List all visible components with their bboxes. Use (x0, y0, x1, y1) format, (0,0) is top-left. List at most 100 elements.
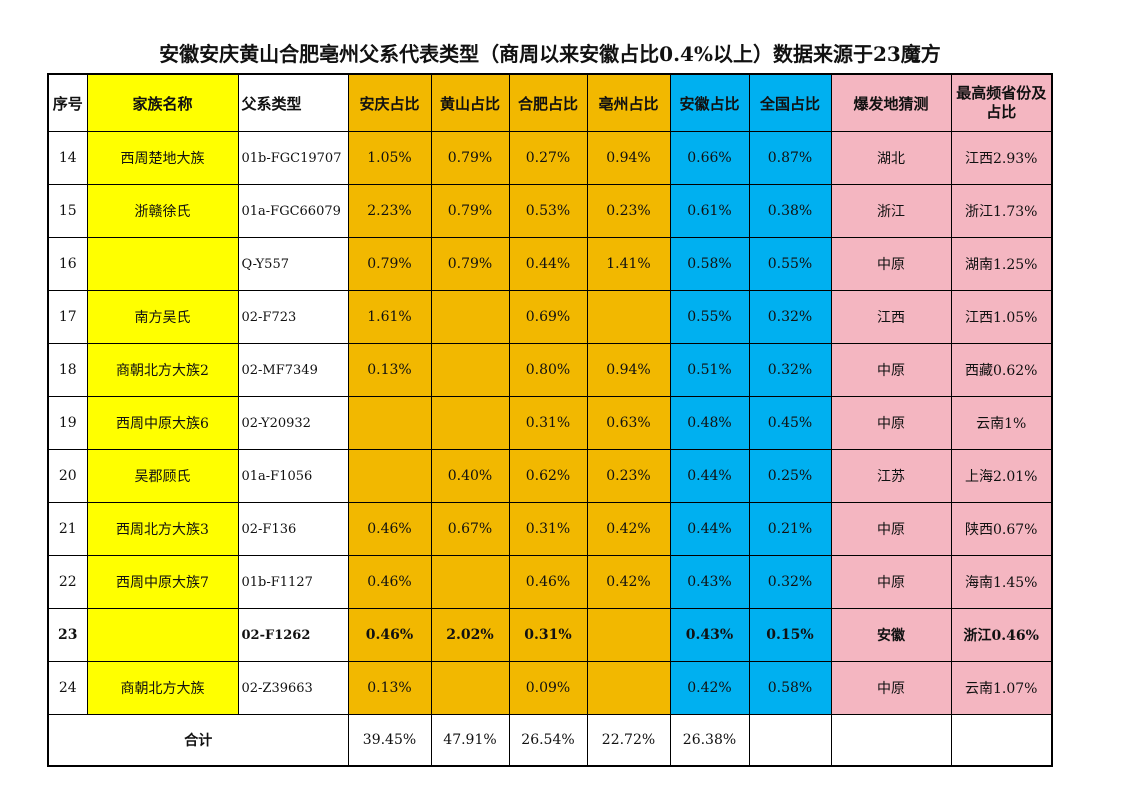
cell-row-index[interactable]: 18 (47, 343, 88, 397)
cell-bozhou-share[interactable]: 0.63% (586, 396, 671, 450)
cell-anhui-share[interactable]: 0.61% (669, 184, 750, 238)
cell-row-index[interactable]: 17 (47, 290, 88, 344)
cell-bozhou-share[interactable] (586, 608, 671, 662)
cell-origin-guess[interactable]: 中原 (830, 343, 952, 397)
cell-huangshan-share[interactable]: 0.79% (430, 131, 510, 185)
header-top-province[interactable]: 最高频省份及占比 (950, 73, 1053, 132)
cell-anhui-share[interactable]: 0.42% (669, 661, 750, 715)
cell-huangshan-share[interactable] (430, 661, 510, 715)
total-label[interactable]: 合计 (47, 714, 349, 767)
cell-anqing-share[interactable]: 1.61% (347, 290, 432, 344)
cell-haplogroup[interactable]: 02-F136 (237, 502, 349, 556)
cell-top-province[interactable]: 云南1.07% (950, 661, 1053, 715)
cell-national-share[interactable]: 0.32% (748, 555, 832, 609)
cell-family-name[interactable]: 西周楚地大族 (86, 131, 239, 185)
cell-national-share[interactable]: 0.58% (748, 661, 832, 715)
cell-anhui-share[interactable]: 0.66% (669, 131, 750, 185)
cell-national-share[interactable]: 0.32% (748, 343, 832, 397)
cell-hefei-share[interactable]: 0.80% (508, 343, 588, 397)
cell-top-province[interactable]: 上海2.01% (950, 449, 1053, 503)
total-origin-guess[interactable] (830, 714, 952, 767)
header-origin-guess[interactable]: 爆发地猜测 (830, 73, 952, 132)
cell-haplogroup[interactable]: 02-Y20932 (237, 396, 349, 450)
cell-origin-guess[interactable]: 江苏 (830, 449, 952, 503)
cell-anqing-share[interactable] (347, 396, 432, 450)
cell-national-share[interactable]: 0.55% (748, 237, 832, 291)
cell-national-share[interactable]: 0.21% (748, 502, 832, 556)
cell-top-province[interactable]: 湖南1.25% (950, 237, 1053, 291)
cell-anhui-share[interactable]: 0.44% (669, 449, 750, 503)
header-family-name[interactable]: 家族名称 (86, 73, 239, 132)
header-huangshan-share[interactable]: 黄山占比 (430, 73, 510, 132)
cell-national-share[interactable]: 0.15% (748, 608, 832, 662)
header-hefei-share[interactable]: 合肥占比 (508, 73, 588, 132)
cell-hefei-share[interactable]: 0.09% (508, 661, 588, 715)
cell-hefei-share[interactable]: 0.53% (508, 184, 588, 238)
cell-top-province[interactable]: 海南1.45% (950, 555, 1053, 609)
cell-origin-guess[interactable]: 江西 (830, 290, 952, 344)
cell-huangshan-share[interactable]: 0.79% (430, 184, 510, 238)
cell-haplogroup[interactable]: 01b-F1127 (237, 555, 349, 609)
total-huangshan-share[interactable]: 47.91% (430, 714, 510, 767)
cell-national-share[interactable]: 0.45% (748, 396, 832, 450)
cell-anhui-share[interactable]: 0.48% (669, 396, 750, 450)
cell-anqing-share[interactable]: 0.46% (347, 555, 432, 609)
cell-anqing-share[interactable]: 2.23% (347, 184, 432, 238)
cell-row-index[interactable]: 23 (47, 608, 88, 662)
total-national-share[interactable] (748, 714, 832, 767)
cell-anhui-share[interactable]: 0.58% (669, 237, 750, 291)
cell-bozhou-share[interactable] (586, 661, 671, 715)
cell-origin-guess[interactable]: 中原 (830, 237, 952, 291)
cell-origin-guess[interactable]: 中原 (830, 502, 952, 556)
header-row-index[interactable]: 序号 (47, 73, 88, 132)
cell-top-province[interactable]: 江西2.93% (950, 131, 1053, 185)
total-bozhou-share[interactable]: 22.72% (586, 714, 671, 767)
cell-top-province[interactable]: 江西1.05% (950, 290, 1053, 344)
cell-huangshan-share[interactable] (430, 555, 510, 609)
cell-hefei-share[interactable]: 0.69% (508, 290, 588, 344)
cell-haplogroup[interactable]: 02-MF7349 (237, 343, 349, 397)
cell-top-province[interactable]: 西藏0.62% (950, 343, 1053, 397)
cell-top-province[interactable]: 陕西0.67% (950, 502, 1053, 556)
cell-row-index[interactable]: 15 (47, 184, 88, 238)
cell-origin-guess[interactable]: 安徽 (830, 608, 952, 662)
total-anqing-share[interactable]: 39.45% (347, 714, 432, 767)
header-anhui-share[interactable]: 安徽占比 (669, 73, 750, 132)
cell-huangshan-share[interactable]: 0.79% (430, 237, 510, 291)
cell-family-name[interactable]: 南方吴氏 (86, 290, 239, 344)
cell-haplogroup[interactable]: 02-Z39663 (237, 661, 349, 715)
cell-origin-guess[interactable]: 湖北 (830, 131, 952, 185)
cell-family-name[interactable] (86, 237, 239, 291)
cell-national-share[interactable]: 0.32% (748, 290, 832, 344)
cell-bozhou-share[interactable]: 0.42% (586, 555, 671, 609)
cell-hefei-share[interactable]: 0.62% (508, 449, 588, 503)
cell-family-name[interactable]: 浙赣徐氏 (86, 184, 239, 238)
cell-hefei-share[interactable]: 0.31% (508, 502, 588, 556)
cell-anhui-share[interactable]: 0.43% (669, 555, 750, 609)
cell-anqing-share[interactable]: 1.05% (347, 131, 432, 185)
cell-top-province[interactable]: 浙江1.73% (950, 184, 1053, 238)
cell-origin-guess[interactable]: 中原 (830, 661, 952, 715)
cell-hefei-share[interactable]: 0.44% (508, 237, 588, 291)
cell-row-index[interactable]: 22 (47, 555, 88, 609)
cell-huangshan-share[interactable]: 2.02% (430, 608, 510, 662)
cell-top-province[interactable]: 浙江0.46% (950, 608, 1053, 662)
cell-top-province[interactable]: 云南1% (950, 396, 1053, 450)
cell-origin-guess[interactable]: 中原 (830, 555, 952, 609)
cell-family-name[interactable]: 西周中原大族6 (86, 396, 239, 450)
header-haplogroup[interactable]: 父系类型 (237, 73, 349, 132)
cell-family-name[interactable] (86, 608, 239, 662)
cell-anhui-share[interactable]: 0.44% (669, 502, 750, 556)
header-anqing-share[interactable]: 安庆占比 (347, 73, 432, 132)
cell-anqing-share[interactable]: 0.46% (347, 608, 432, 662)
cell-huangshan-share[interactable]: 0.40% (430, 449, 510, 503)
cell-family-name[interactable]: 商朝北方大族2 (86, 343, 239, 397)
cell-haplogroup[interactable]: Q-Y557 (237, 237, 349, 291)
cell-hefei-share[interactable]: 0.31% (508, 608, 588, 662)
cell-bozhou-share[interactable]: 0.42% (586, 502, 671, 556)
cell-family-name[interactable]: 商朝北方大族 (86, 661, 239, 715)
cell-bozhou-share[interactable]: 1.41% (586, 237, 671, 291)
cell-anhui-share[interactable]: 0.51% (669, 343, 750, 397)
cell-bozhou-share[interactable]: 0.23% (586, 184, 671, 238)
cell-national-share[interactable]: 0.25% (748, 449, 832, 503)
